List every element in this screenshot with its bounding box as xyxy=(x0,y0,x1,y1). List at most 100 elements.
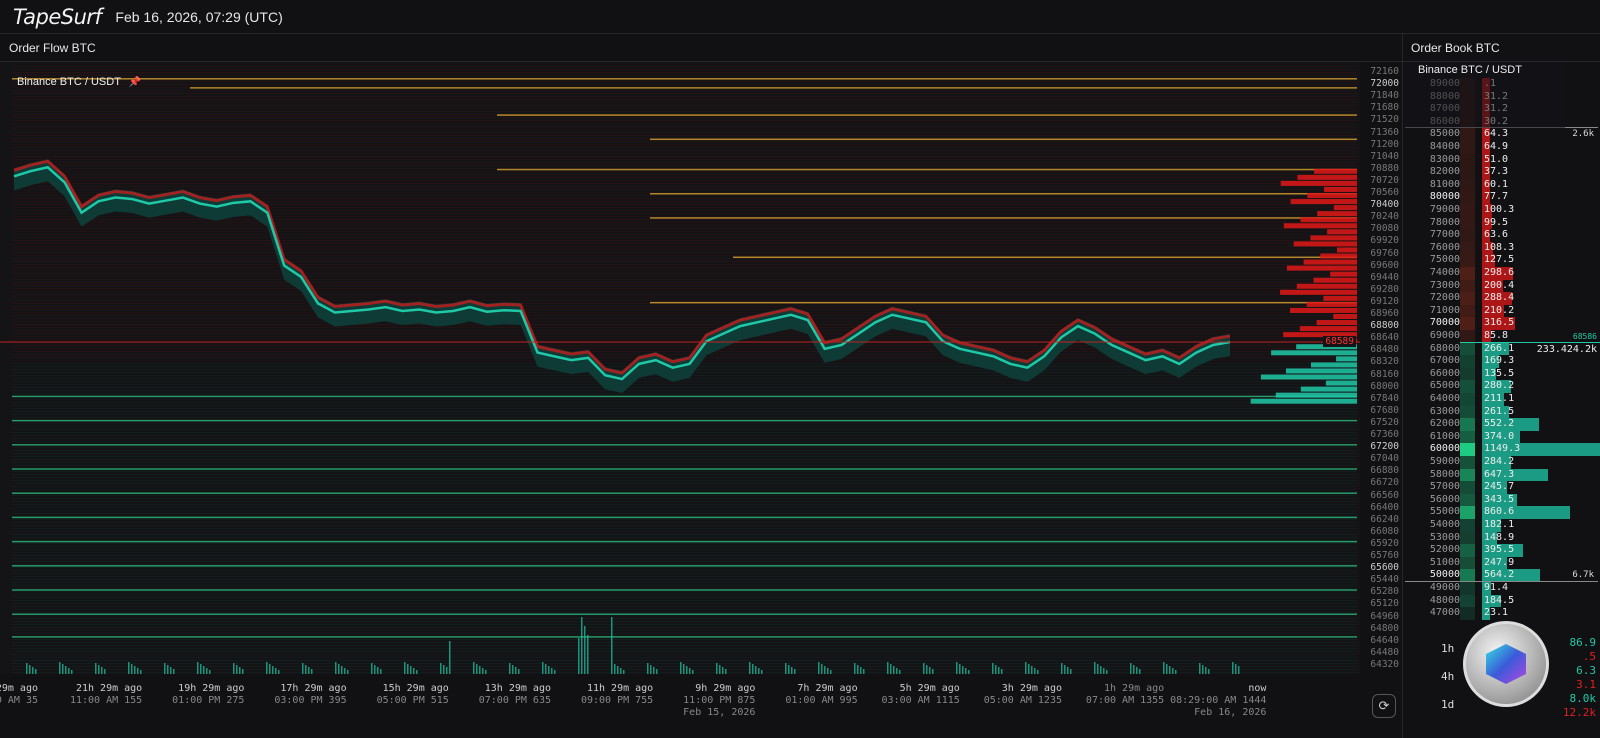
time-label: 3h 29m ago 05:00 AM 1235 xyxy=(984,683,1062,707)
order-book-row[interactable]: 84000 64.9 xyxy=(1403,141,1600,154)
heatmap-row xyxy=(12,549,1357,550)
order-book-row[interactable]: 60000 1149.3 xyxy=(1403,443,1600,456)
heatmap-row xyxy=(12,147,1357,148)
resting-bid-level xyxy=(12,516,1357,519)
order-book-row[interactable]: 81000 60.1 xyxy=(1403,178,1600,192)
heat-cell xyxy=(1460,267,1475,280)
order-book-row[interactable]: 82000 37.3 xyxy=(1403,166,1600,179)
heat-cell xyxy=(1460,468,1475,482)
order-book-price: 64000 xyxy=(1429,393,1460,404)
order-book-price: 67000 xyxy=(1429,355,1460,367)
bid-profile-bar xyxy=(1336,356,1357,362)
volume-bar xyxy=(1208,669,1210,674)
price-tick: 70720 xyxy=(1370,174,1399,186)
volume-bar xyxy=(719,665,721,674)
heatmap-row xyxy=(12,654,1357,655)
order-book-row[interactable]: 47000 23.1 xyxy=(1403,607,1600,620)
order-book-row[interactable]: 64000 211.1 xyxy=(1403,393,1600,406)
time-ago: 9h 29m ago xyxy=(695,683,756,694)
order-book-row[interactable]: 71000 210.2 xyxy=(1403,304,1600,318)
volume-bar xyxy=(29,665,31,674)
resting-ask-level xyxy=(650,138,1357,141)
order-book-row[interactable]: 73000 200.4 xyxy=(1403,279,1600,293)
price-tick: 68160 xyxy=(1370,368,1399,380)
volume-bar xyxy=(554,670,556,674)
timeframe-label[interactable]: 4h xyxy=(1441,670,1455,683)
time-clock: 07:00 PM 635 xyxy=(478,695,551,706)
volume-bar xyxy=(755,666,757,674)
volume-bar xyxy=(200,664,202,674)
order-book-row[interactable]: 76000 108.3 xyxy=(1403,241,1600,255)
order-book-price: 74000 xyxy=(1429,267,1460,278)
order-book-row[interactable]: 52000 395.5 xyxy=(1403,544,1600,557)
timeframe-label[interactable]: 1h xyxy=(1441,642,1455,655)
order-book-row[interactable]: 70000 316.5 xyxy=(1403,317,1600,330)
order-book-row[interactable]: 62000 552.2 xyxy=(1403,418,1600,431)
order-book-row[interactable]: 48000 184.5 xyxy=(1403,594,1600,608)
volume-bar xyxy=(680,662,682,674)
bid-depth-bar xyxy=(1482,594,1501,608)
order-book-row[interactable]: 54000 182.1 xyxy=(1403,519,1600,532)
heatmap-row xyxy=(12,615,1357,616)
volume-bar xyxy=(443,665,445,674)
order-book-row[interactable]: 56000 343.5 xyxy=(1403,493,1600,507)
order-book-row[interactable]: 68000 266.1 xyxy=(1403,342,1600,356)
volume-bar xyxy=(1205,667,1207,674)
price-axis[interactable]: 72160 72000 71840 71680 71520 71360 71200 71040… xyxy=(1323,62,1402,674)
ask-profile-bar xyxy=(1306,301,1357,307)
order-book-row[interactable]: 51000 247.9 xyxy=(1403,556,1600,570)
order-book-row[interactable]: 85000 64.3 xyxy=(1403,128,1600,141)
order-book-row[interactable]: 63000 261.5 xyxy=(1403,405,1600,419)
order-book-row[interactable]: 49000 91.4 xyxy=(1403,582,1600,595)
order-book-row[interactable]: 80000 77.7 xyxy=(1403,191,1600,204)
time-clock: 08:29:00 AM 1444 xyxy=(1170,695,1267,706)
volume-bar xyxy=(896,668,898,674)
heatmap-row xyxy=(12,180,1357,181)
order-book-row[interactable]: 58000 647.3 xyxy=(1403,468,1600,482)
order-book-row[interactable]: 79000 100.3 xyxy=(1403,204,1600,217)
order-book-row[interactable]: 77000 63.6 xyxy=(1403,229,1600,242)
order-book-row[interactable]: 66000 135.5 xyxy=(1403,367,1600,381)
price-tick: 70080 xyxy=(1370,223,1399,235)
order-book-row[interactable]: 72000 288.4 xyxy=(1403,292,1600,305)
bid-depth-bar xyxy=(1482,430,1521,444)
heatmap-row xyxy=(12,93,1357,94)
order-book-row[interactable]: 50000 564.2 xyxy=(1403,569,1600,582)
order-book-row[interactable]: 83000 51.0 xyxy=(1403,153,1600,167)
order-book-row[interactable]: 67000 169.3 xyxy=(1403,355,1600,368)
volume-bar xyxy=(449,641,451,674)
refresh-button[interactable]: ⟳ xyxy=(1372,694,1396,718)
timeframe-label[interactable]: 1d xyxy=(1441,698,1455,711)
order-book-row[interactable]: 61000 374.0 xyxy=(1403,430,1600,444)
mid-price: 68586 xyxy=(1572,331,1597,341)
order-book-price: 82000 xyxy=(1429,166,1460,178)
heat-cell xyxy=(1460,607,1475,620)
bid-profile-bar xyxy=(1250,398,1357,404)
heatmap-row xyxy=(12,591,1357,592)
order-book-row[interactable]: 55000 860.6 xyxy=(1403,506,1600,519)
order-book-row[interactable]: 75000 127.5 xyxy=(1403,254,1600,267)
order-book-row[interactable]: 57000 245.7 xyxy=(1403,481,1600,494)
panel-divider[interactable] xyxy=(1402,34,1403,738)
order-book-row[interactable]: 78000 99.5 xyxy=(1403,216,1600,230)
heat-cell xyxy=(1460,292,1475,305)
order-book-row[interactable]: 65000 280.2 xyxy=(1403,380,1600,393)
pin-icon[interactable]: 📌 xyxy=(128,77,142,88)
order-flow-heatmap[interactable] xyxy=(0,62,1360,674)
order-book-ladder[interactable]: 89000.18800031.28700031.28600030.2850006… xyxy=(1403,78,1600,620)
timeframe-sell-volume: .5 xyxy=(1582,650,1596,663)
ask-depth-bar xyxy=(1482,141,1490,154)
order-book-row[interactable]: 53000 148.9 xyxy=(1403,531,1600,545)
order-book-row[interactable]: 74000 298.6 xyxy=(1403,267,1600,280)
heatmap-row xyxy=(12,234,1357,235)
order-book-row[interactable]: 59000 284.2 xyxy=(1403,456,1600,469)
volume-bar xyxy=(242,669,244,674)
heatmap-row xyxy=(12,198,1357,199)
volume-bar xyxy=(473,662,475,674)
app-logo[interactable]: TapeSurf xyxy=(13,4,102,29)
heatmap-row xyxy=(12,258,1357,259)
time-clock: 05:00 AM 1235 xyxy=(983,695,1062,706)
price-tick: 66720 xyxy=(1370,477,1399,489)
order-book-row[interactable]: 69000 85.8 xyxy=(1403,330,1600,343)
ask-profile-bar xyxy=(1280,180,1357,186)
